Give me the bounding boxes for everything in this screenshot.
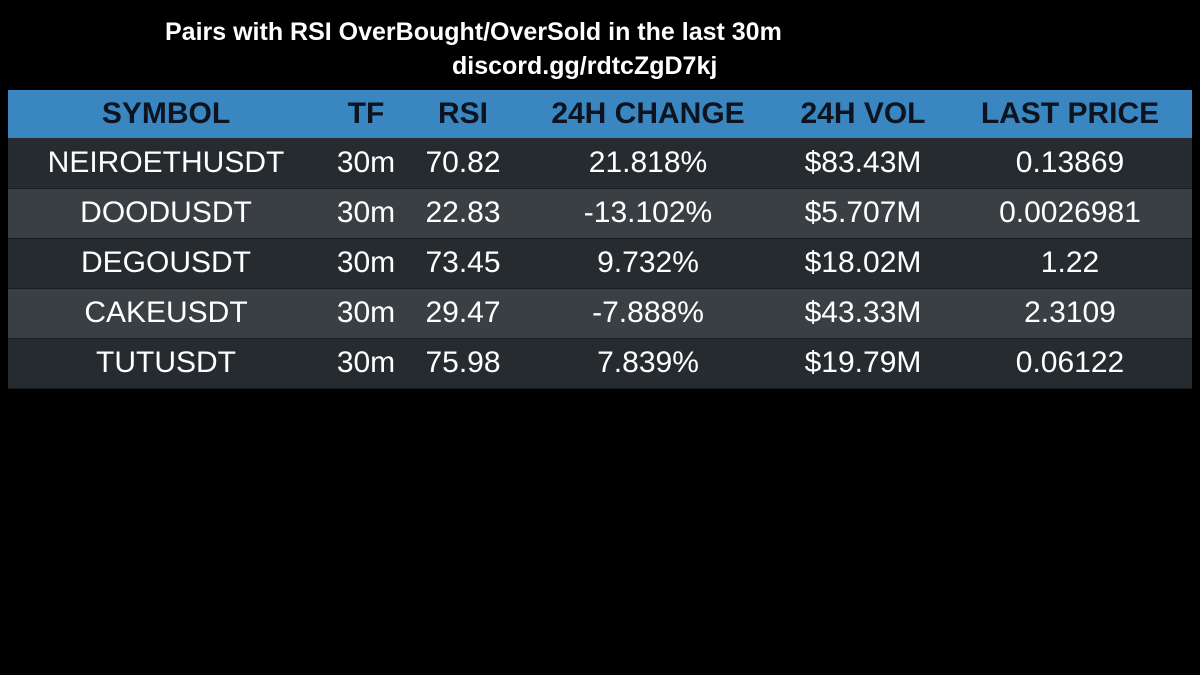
column-header-24h-vol: 24H VOL	[800, 97, 926, 130]
cell-rsi: 70.82	[408, 138, 518, 189]
cell-tf: 30m	[324, 188, 408, 239]
cell-last-price: 2.3109	[948, 288, 1192, 339]
cell-last-price: 0.0026981	[948, 188, 1192, 239]
cell-tf: 30m	[324, 288, 408, 339]
discord-link-text: discord.gg/rdtcZgD7kj	[452, 52, 718, 80]
cell-24h-change: 9.732%	[518, 238, 778, 289]
cell-last-price: 0.13869	[948, 138, 1192, 189]
column-header-tf: TF	[347, 97, 385, 130]
cell-rsi: 75.98	[408, 338, 518, 389]
cell-symbol: CAKEUSDT	[8, 288, 324, 339]
table-row: NEIROETHUSDT 30m 70.82 21.818% $83.43M 0…	[8, 138, 1192, 189]
rsi-pairs-table: SYMBOL TF RSI 24H CHANGE 24H VOL LAST PR…	[8, 90, 1192, 389]
cell-symbol: NEIROETHUSDT	[8, 138, 324, 189]
column-header-symbol: SYMBOL	[101, 97, 231, 130]
cell-tf: 30m	[324, 138, 408, 189]
cell-24h-change: -13.102%	[518, 188, 778, 239]
cell-symbol: TUTUSDT	[8, 338, 324, 389]
cell-symbol: DEGOUSDT	[8, 238, 324, 289]
column-header-rsi: RSI	[437, 97, 488, 130]
cell-24h-change: 7.839%	[518, 338, 778, 389]
cell-24h-vol: $5.707M	[778, 188, 948, 239]
cell-24h-vol: $83.43M	[778, 138, 948, 189]
cell-last-price: 0.06122	[948, 338, 1192, 389]
cell-24h-vol: $19.79M	[778, 338, 948, 389]
cell-rsi: 22.83	[408, 188, 518, 239]
table-row: DOODUSDT 30m 22.83 -13.102% $5.707M 0.00…	[8, 188, 1192, 239]
table-row: DEGOUSDT 30m 73.45 9.732% $18.02M 1.22	[8, 238, 1192, 289]
column-header-last-price: LAST PRICE	[980, 97, 1160, 130]
cell-tf: 30m	[324, 238, 408, 289]
cell-symbol: DOODUSDT	[8, 188, 324, 239]
cell-rsi: 73.45	[408, 238, 518, 289]
cell-tf: 30m	[324, 338, 408, 389]
table-row: TUTUSDT 30m 75.98 7.839% $19.79M 0.06122	[8, 338, 1192, 389]
cell-24h-vol: $43.33M	[778, 288, 948, 339]
table-header-row: SYMBOL TF RSI 24H CHANGE 24H VOL LAST PR…	[8, 90, 1192, 138]
cell-24h-change: -7.888%	[518, 288, 778, 339]
cell-last-price: 1.22	[948, 238, 1192, 289]
page-title: Pairs with RSI OverBought/OverSold in th…	[165, 18, 782, 46]
cell-24h-change: 21.818%	[518, 138, 778, 189]
cell-24h-vol: $18.02M	[778, 238, 948, 289]
table-row: CAKEUSDT 30m 29.47 -7.888% $43.33M 2.310…	[8, 288, 1192, 339]
cell-rsi: 29.47	[408, 288, 518, 339]
column-header-24h-change: 24H CHANGE	[551, 97, 745, 130]
